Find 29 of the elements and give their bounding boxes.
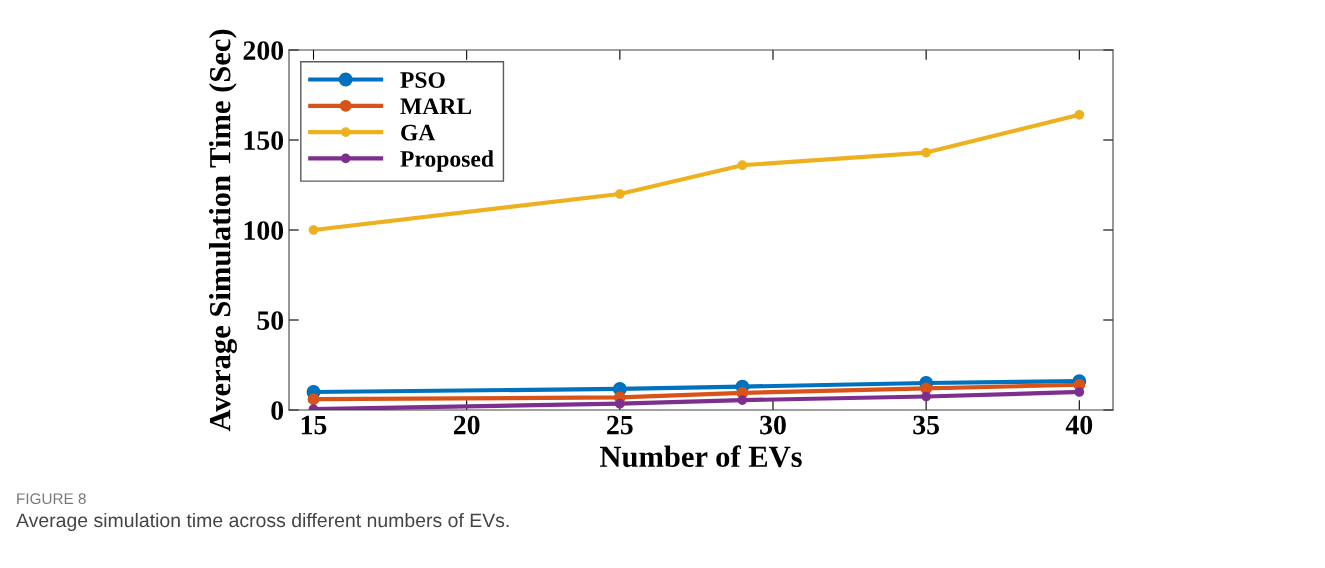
legend-label: Proposed bbox=[400, 150, 494, 172]
point bbox=[308, 225, 319, 235]
point bbox=[614, 189, 625, 199]
y-axis-title: Average Simulation Time (Sec) bbox=[208, 29, 237, 432]
x-axis-title: Number of EVs bbox=[600, 445, 802, 468]
point bbox=[1074, 387, 1085, 397]
legend-label: PSO bbox=[400, 72, 445, 89]
point bbox=[1074, 109, 1085, 120]
point bbox=[307, 393, 320, 406]
x-tick-label: 15 bbox=[301, 415, 327, 435]
x-tick-label: 35 bbox=[913, 415, 940, 435]
point bbox=[737, 395, 748, 405]
point bbox=[921, 391, 932, 402]
y-tick-label: 50 bbox=[257, 311, 284, 330]
caption: FIGURE 8 bbox=[17, 493, 86, 505]
y-tick-label: 100 bbox=[244, 221, 284, 240]
legend-label: GA bbox=[401, 124, 436, 141]
point bbox=[737, 160, 748, 171]
legend-label: MARL bbox=[400, 98, 472, 115]
y-tick-label: 0 bbox=[271, 401, 284, 420]
x-tick-label: 40 bbox=[1065, 415, 1093, 435]
x-tick-label: 30 bbox=[760, 415, 786, 435]
y-tick-label: 150 bbox=[244, 131, 284, 150]
point bbox=[921, 147, 932, 158]
text: Average simulation time across different numbers of EVs. bbox=[16, 512, 509, 532]
x-tick-label: 20 bbox=[453, 415, 480, 435]
x-tick-label: 25 bbox=[607, 415, 633, 435]
point bbox=[614, 398, 625, 409]
y-tick-label: 200 bbox=[243, 41, 284, 60]
